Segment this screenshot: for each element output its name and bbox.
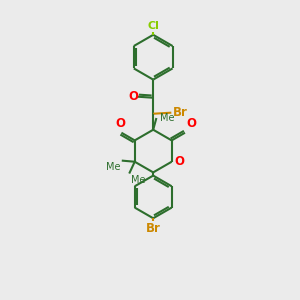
Text: Br: Br: [146, 222, 160, 235]
Text: O: O: [186, 117, 196, 130]
Text: Me: Me: [131, 175, 146, 184]
Text: O: O: [128, 90, 138, 103]
Text: Br: Br: [172, 106, 187, 119]
Text: Me: Me: [106, 162, 120, 172]
Text: Me: Me: [160, 113, 174, 123]
Text: O: O: [116, 117, 125, 130]
Text: O: O: [174, 155, 184, 168]
Text: Cl: Cl: [147, 21, 159, 31]
